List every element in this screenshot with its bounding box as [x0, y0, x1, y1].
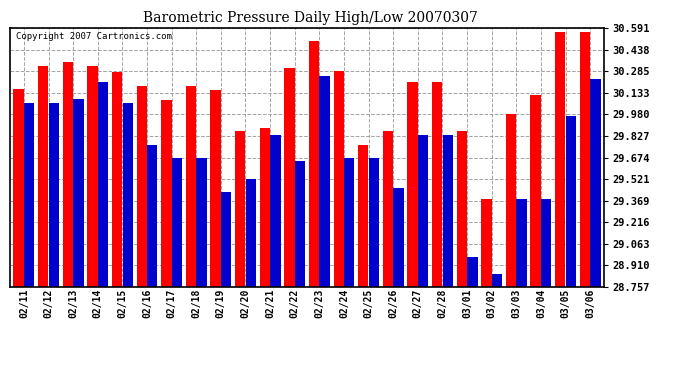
Bar: [432, 82, 442, 287]
Bar: [418, 135, 428, 287]
Bar: [531, 94, 541, 287]
Bar: [13, 89, 23, 287]
Bar: [147, 146, 157, 287]
Bar: [393, 188, 404, 287]
Bar: [580, 33, 590, 287]
Bar: [467, 257, 477, 287]
Bar: [319, 76, 330, 287]
Bar: [407, 82, 417, 287]
Bar: [358, 146, 368, 287]
Bar: [566, 116, 576, 287]
Bar: [38, 66, 48, 287]
Bar: [284, 68, 295, 287]
Bar: [270, 135, 281, 287]
Bar: [541, 199, 551, 287]
Bar: [221, 192, 231, 287]
Bar: [295, 161, 305, 287]
Bar: [235, 131, 246, 287]
Bar: [333, 70, 344, 287]
Bar: [246, 179, 256, 287]
Bar: [123, 103, 133, 287]
Bar: [98, 82, 108, 287]
Bar: [506, 114, 516, 287]
Bar: [197, 158, 207, 287]
Bar: [383, 131, 393, 287]
Bar: [516, 199, 526, 287]
Bar: [344, 158, 355, 287]
Bar: [309, 41, 319, 287]
Text: Barometric Pressure Daily High/Low 20070307: Barometric Pressure Daily High/Low 20070…: [143, 11, 478, 25]
Bar: [137, 86, 147, 287]
Bar: [259, 128, 270, 287]
Bar: [591, 79, 601, 287]
Bar: [172, 158, 182, 287]
Bar: [63, 62, 73, 287]
Bar: [186, 86, 196, 287]
Bar: [481, 199, 491, 287]
Bar: [73, 99, 83, 287]
Bar: [48, 103, 59, 287]
Bar: [161, 100, 172, 287]
Bar: [210, 90, 221, 287]
Bar: [88, 66, 98, 287]
Bar: [457, 131, 467, 287]
Bar: [442, 135, 453, 287]
Text: Copyright 2007 Cartronics.com: Copyright 2007 Cartronics.com: [17, 32, 172, 41]
Bar: [492, 274, 502, 287]
Bar: [24, 103, 34, 287]
Bar: [368, 158, 379, 287]
Bar: [112, 72, 122, 287]
Bar: [555, 33, 566, 287]
